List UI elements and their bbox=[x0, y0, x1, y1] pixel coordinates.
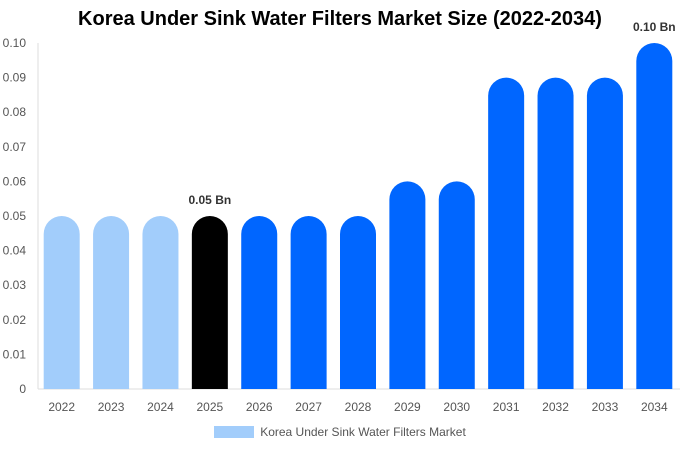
bar-2031 bbox=[488, 77, 525, 389]
x-tick-label: 2033 bbox=[592, 400, 619, 414]
x-tick-label: 2027 bbox=[295, 400, 322, 414]
y-tick-label: 0.01 bbox=[3, 347, 27, 361]
y-tick-label: 0.07 bbox=[3, 140, 27, 154]
x-tick-label: 2024 bbox=[147, 400, 174, 414]
x-tick-label: 2029 bbox=[394, 400, 421, 414]
legend[interactable]: Korea Under Sink Water Filters Market bbox=[0, 425, 680, 439]
data-label-2034: 0.10 Bn bbox=[633, 20, 676, 34]
legend-swatch bbox=[214, 426, 255, 438]
bar-2029 bbox=[389, 181, 426, 389]
x-tick-label: 2026 bbox=[246, 400, 273, 414]
y-tick-label: 0.04 bbox=[3, 244, 27, 258]
bar-2032 bbox=[537, 77, 574, 389]
y-tick-label: 0.09 bbox=[3, 71, 27, 85]
bar-2027 bbox=[290, 216, 327, 389]
x-tick-label: 2034 bbox=[641, 400, 668, 414]
data-label-2025: 0.05 Bn bbox=[189, 193, 232, 207]
x-tick-label: 2023 bbox=[98, 400, 125, 414]
y-tick-label: 0.05 bbox=[3, 209, 27, 223]
bar-2023 bbox=[93, 216, 130, 389]
x-tick-label: 2028 bbox=[345, 400, 372, 414]
x-tick-label: 2032 bbox=[542, 400, 569, 414]
x-tick-label: 2022 bbox=[48, 400, 75, 414]
y-tick-label: 0.06 bbox=[3, 174, 27, 188]
bar-2025 bbox=[191, 216, 228, 389]
bar-2024 bbox=[142, 216, 179, 389]
y-tick-label: 0.10 bbox=[3, 36, 27, 50]
legend-label: Korea Under Sink Water Filters Market bbox=[260, 425, 466, 439]
x-tick-label: 2031 bbox=[493, 400, 520, 414]
bar-2030 bbox=[438, 181, 475, 389]
x-tick-label: 2025 bbox=[196, 400, 223, 414]
bar-2026 bbox=[241, 216, 278, 389]
chart-title: Korea Under Sink Water Filters Market Si… bbox=[78, 8, 602, 30]
bar-2028 bbox=[340, 216, 376, 389]
y-tick-label: 0 bbox=[19, 382, 26, 396]
y-tick-label: 0.03 bbox=[3, 278, 27, 292]
bar-2034 bbox=[636, 43, 673, 389]
y-tick-label: 0.08 bbox=[3, 105, 27, 119]
y-tick-label: 0.02 bbox=[3, 313, 27, 327]
bar-2022 bbox=[43, 216, 80, 389]
x-tick-label: 2030 bbox=[443, 400, 470, 414]
bar-2033 bbox=[586, 77, 623, 389]
